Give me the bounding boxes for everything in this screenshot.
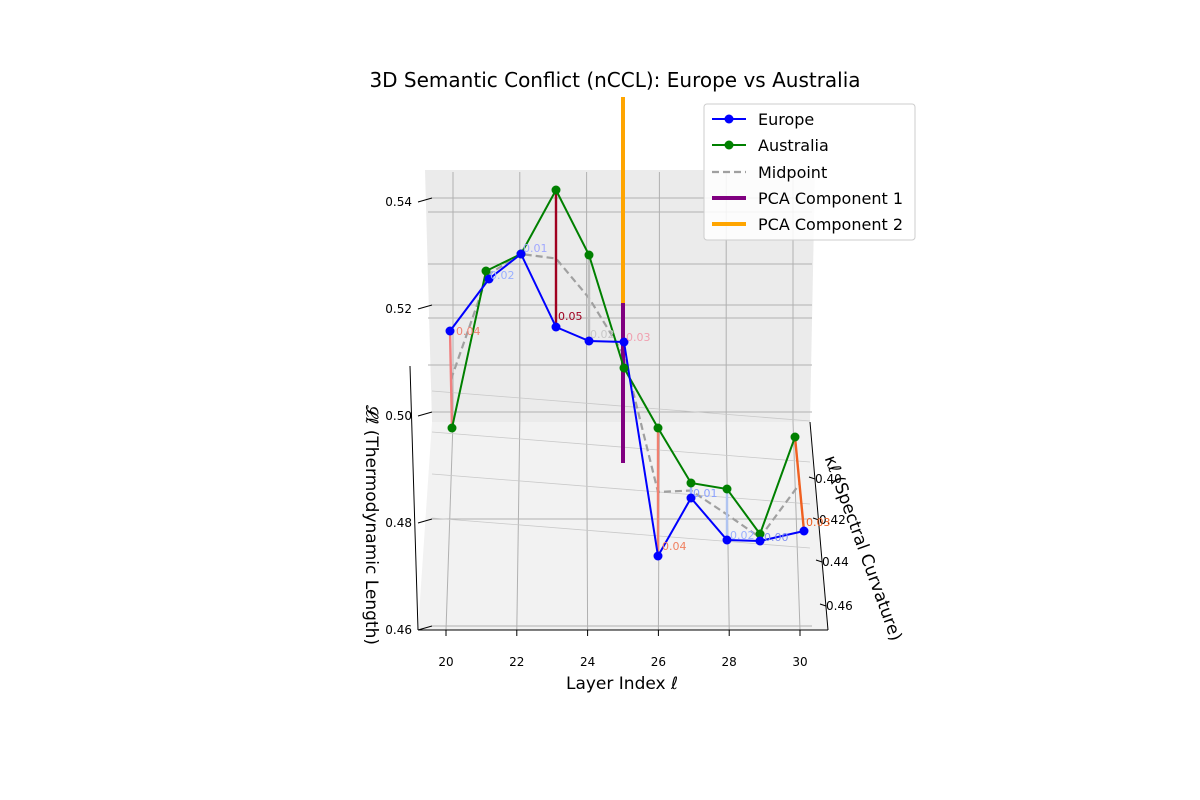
australia-point [447,423,457,433]
australia-point [619,363,629,373]
z-tick-label: 0.46 [385,623,412,637]
legend-entry-label: PCA Component 1 [758,189,903,208]
europe-point [686,493,696,503]
z-axis-label: 𝓛ℓ (Thermodynamic Length) [361,405,381,645]
x-tick-label: 28 [722,655,737,669]
legend-swatch-marker [724,140,734,150]
z-tick-label: 0.48 [385,516,412,530]
z-tick-mark [417,411,433,417]
australia-point [790,432,800,442]
y-tick-label: 0.44 [822,555,849,569]
conflict-label: 0.03 [806,516,831,529]
y-axis-line [809,421,829,631]
conflict-label: 0.03 [626,331,651,344]
europe-point [619,337,629,347]
y-tick-mark [808,476,816,480]
conflict-label: 0.01 [693,487,718,500]
z-tick-mark [417,197,433,203]
australia-point [551,185,561,195]
australia-point [584,250,594,260]
x-tick-label: 24 [580,655,595,669]
legend-entry-label: Midpoint [758,163,827,182]
chart-title: 3D Semantic Conflict (nCCL): Europe vs A… [369,68,860,92]
axes: 20 22 24 26 28 30 0.46 0.48 0.50 0.52 0.54 0.40 0.42… [385,195,852,669]
europe-point [799,526,809,536]
floor-gridline-x [516,421,521,631]
floor-gridline-x [586,421,589,631]
x-axis-label: Layer Index ℓ [566,674,678,694]
conflict-label: 0.04 [662,540,687,553]
europe-point [484,274,494,284]
legend-entry-label: Europe [758,110,814,129]
floor-gridline-x [445,421,454,631]
z-axis-line [409,365,419,631]
y-tick-label: 0.46 [826,599,853,613]
legend: Europe Australia Midpoint PCA Component 1 PC… [703,103,916,241]
europe-point [445,326,455,336]
z-tick-mark [417,518,433,524]
europe-point [755,536,765,546]
data-layer: 0.04 0.02 0.01 0.05 0.02 0.03 0.04 0.01 0.02 0.00… [445,97,831,561]
grid-lines [428,172,812,631]
europe-point [516,249,526,259]
conflict-connector [793,436,806,532]
floor-gridline-y [431,517,811,549]
x-tick-label: 26 [651,655,666,669]
europe-point [584,336,594,346]
floor-pane [418,422,828,630]
australia-point [481,266,491,276]
europe-point [722,535,732,545]
conflict-label: 0.02 [490,269,515,282]
z-tick-label: 0.54 [385,195,412,209]
z-tick-label: 0.52 [385,302,412,316]
y-tick-mark [815,559,823,563]
legend-swatch-marker [724,114,734,124]
australia-point [653,423,663,433]
australia-point [686,478,696,488]
conflict-label: 0.01 [523,242,548,255]
europe-point [653,551,663,561]
conflict-label: 0.04 [456,325,481,338]
europe-point [551,322,561,332]
y-tick-mark [819,603,827,607]
floor-gridline-x [792,421,801,631]
y-tick-label: 0.40 [815,472,842,486]
conflict-label: 0.02 [590,328,615,341]
x-tick-label: 20 [438,655,453,669]
z-tick-label: 0.50 [385,409,412,423]
legend-entry-label: PCA Component 2 [758,215,903,234]
conflict-connector [448,330,454,429]
conflict-label: 0.02 [730,529,755,542]
legend-entry-label: Australia [758,136,829,155]
conflict-label: 0.00 [764,531,789,544]
y-axis-label: κℓ (Spectral Curvature) [820,453,906,644]
z-tick-mark [417,304,433,310]
x-tick-label: 30 [792,655,807,669]
australia-point [755,529,765,539]
z-tick-mark [417,625,433,631]
x-tick-label: 22 [509,655,524,669]
conflict-label: 0.05 [558,310,583,323]
y-tick-label: 0.42 [819,513,846,527]
floor-gridline-y [431,473,811,505]
legend-box [703,103,916,241]
australia-point [722,484,732,494]
